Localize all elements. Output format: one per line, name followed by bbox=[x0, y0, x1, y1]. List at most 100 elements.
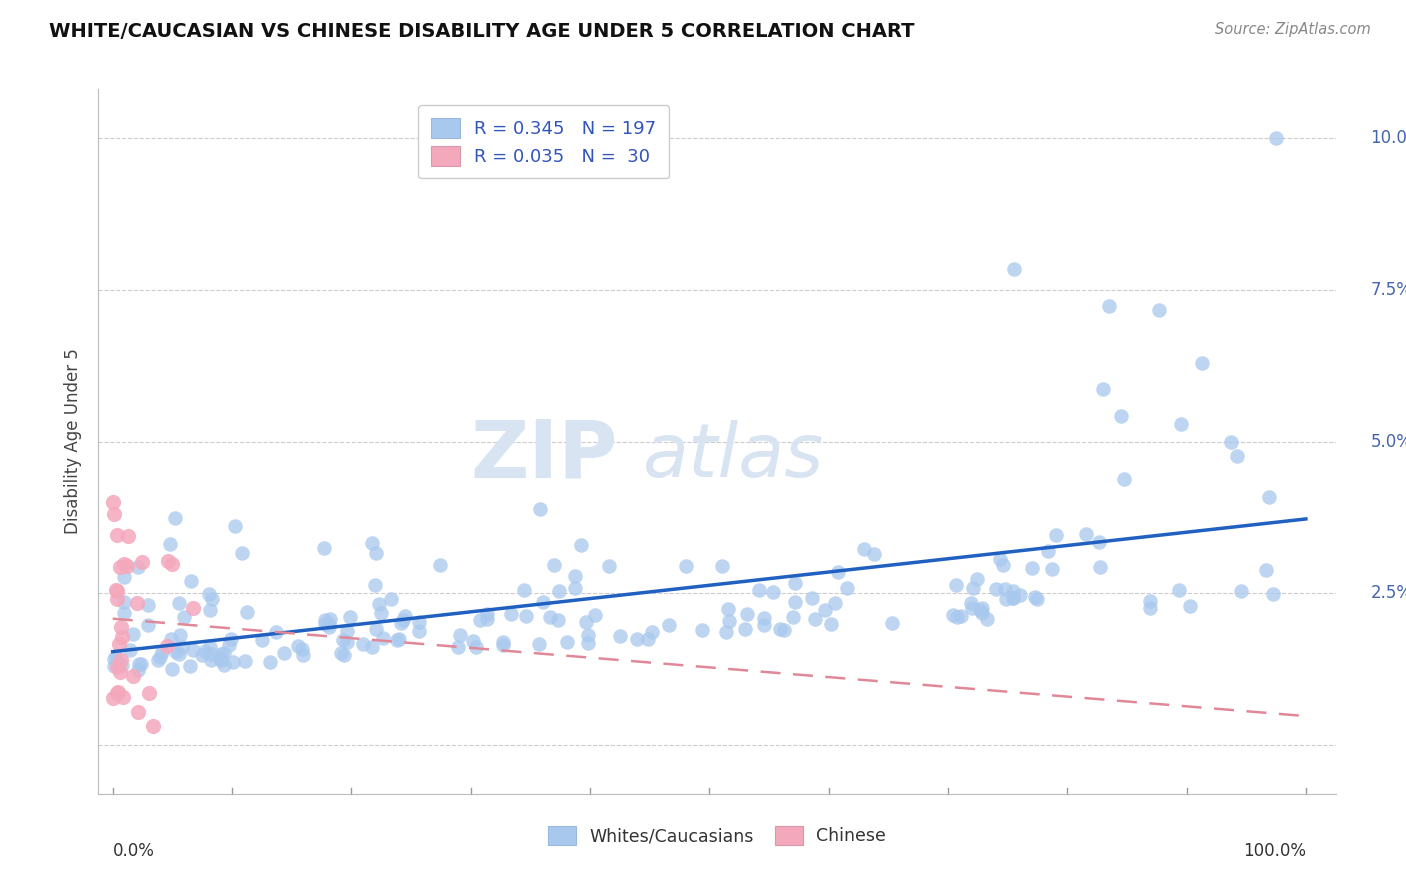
Point bbox=[692, 623, 714, 637]
Point bbox=[368, 597, 391, 611]
Point bbox=[717, 614, 740, 628]
Point bbox=[501, 607, 523, 621]
Point bbox=[1045, 528, 1067, 542]
Point bbox=[105, 592, 128, 607]
Point bbox=[824, 596, 846, 610]
Point bbox=[318, 617, 340, 632]
Point bbox=[105, 582, 128, 597]
Point bbox=[1109, 409, 1132, 424]
Point bbox=[950, 608, 973, 623]
Point bbox=[783, 595, 806, 609]
Point bbox=[1170, 417, 1192, 432]
Point bbox=[547, 613, 569, 627]
Point bbox=[1254, 564, 1277, 578]
Point bbox=[181, 643, 204, 657]
Point bbox=[820, 616, 842, 631]
Point bbox=[105, 648, 128, 663]
Point bbox=[882, 616, 904, 631]
Point bbox=[150, 645, 173, 659]
Point bbox=[194, 644, 217, 658]
Point bbox=[129, 657, 152, 671]
Point bbox=[209, 648, 232, 662]
Point bbox=[1178, 599, 1201, 613]
Point bbox=[465, 640, 488, 654]
Point bbox=[1088, 535, 1111, 549]
Point bbox=[1265, 130, 1288, 145]
Text: 7.5%: 7.5% bbox=[1371, 281, 1406, 299]
Point bbox=[1258, 490, 1281, 504]
Point bbox=[221, 655, 243, 669]
Point bbox=[108, 560, 131, 574]
Point bbox=[1026, 592, 1049, 607]
Text: 5.0%: 5.0% bbox=[1371, 433, 1406, 450]
Point bbox=[167, 647, 190, 661]
Point bbox=[853, 542, 876, 557]
Point bbox=[557, 635, 579, 649]
Point bbox=[1226, 450, 1249, 464]
Point bbox=[1114, 472, 1136, 486]
Point bbox=[1168, 582, 1191, 597]
Text: Source: ZipAtlas.com: Source: ZipAtlas.com bbox=[1215, 22, 1371, 37]
Point bbox=[946, 610, 969, 624]
Point bbox=[159, 537, 181, 551]
Point bbox=[734, 622, 756, 636]
Point bbox=[658, 618, 681, 632]
Point bbox=[128, 657, 150, 671]
Point bbox=[515, 608, 537, 623]
Point bbox=[942, 608, 965, 623]
Point bbox=[127, 559, 149, 574]
Point bbox=[198, 587, 221, 601]
Point bbox=[1008, 588, 1031, 602]
Point bbox=[990, 551, 1012, 566]
Point bbox=[103, 652, 125, 666]
Point bbox=[291, 641, 314, 656]
Point bbox=[117, 529, 139, 543]
Text: 10.0%: 10.0% bbox=[1371, 128, 1406, 147]
Point bbox=[105, 660, 128, 674]
Point bbox=[492, 635, 515, 649]
Point bbox=[762, 585, 785, 599]
Point bbox=[364, 546, 387, 560]
Text: atlas: atlas bbox=[643, 419, 824, 491]
Point bbox=[165, 511, 187, 525]
Point bbox=[364, 578, 387, 592]
Point bbox=[1076, 526, 1098, 541]
Point bbox=[1139, 601, 1161, 615]
Point bbox=[960, 596, 983, 610]
Point bbox=[292, 648, 315, 662]
Point bbox=[105, 528, 128, 542]
Point bbox=[353, 637, 375, 651]
Point bbox=[273, 646, 295, 660]
Point bbox=[576, 628, 599, 642]
Point bbox=[531, 595, 554, 609]
Point bbox=[575, 615, 598, 630]
Point bbox=[103, 659, 125, 673]
Point bbox=[208, 652, 231, 666]
Point bbox=[318, 619, 340, 633]
Point bbox=[583, 608, 606, 623]
Point bbox=[714, 625, 737, 640]
Point bbox=[179, 659, 201, 673]
Point bbox=[160, 662, 183, 676]
Point bbox=[198, 640, 221, 655]
Point bbox=[548, 584, 571, 599]
Point bbox=[626, 632, 648, 646]
Point bbox=[637, 632, 659, 647]
Point bbox=[543, 558, 565, 572]
Point bbox=[769, 622, 792, 636]
Point bbox=[103, 508, 125, 522]
Point bbox=[112, 690, 135, 704]
Point bbox=[373, 632, 395, 646]
Point bbox=[364, 622, 387, 636]
Point bbox=[389, 616, 412, 631]
Point bbox=[136, 618, 159, 632]
Point bbox=[598, 558, 620, 573]
Text: 0.0%: 0.0% bbox=[112, 842, 155, 861]
Point bbox=[1088, 560, 1111, 574]
Point bbox=[136, 598, 159, 612]
Point bbox=[492, 638, 515, 652]
Point bbox=[392, 613, 415, 627]
Point bbox=[110, 653, 132, 667]
Point bbox=[863, 547, 886, 561]
Point bbox=[105, 584, 128, 599]
